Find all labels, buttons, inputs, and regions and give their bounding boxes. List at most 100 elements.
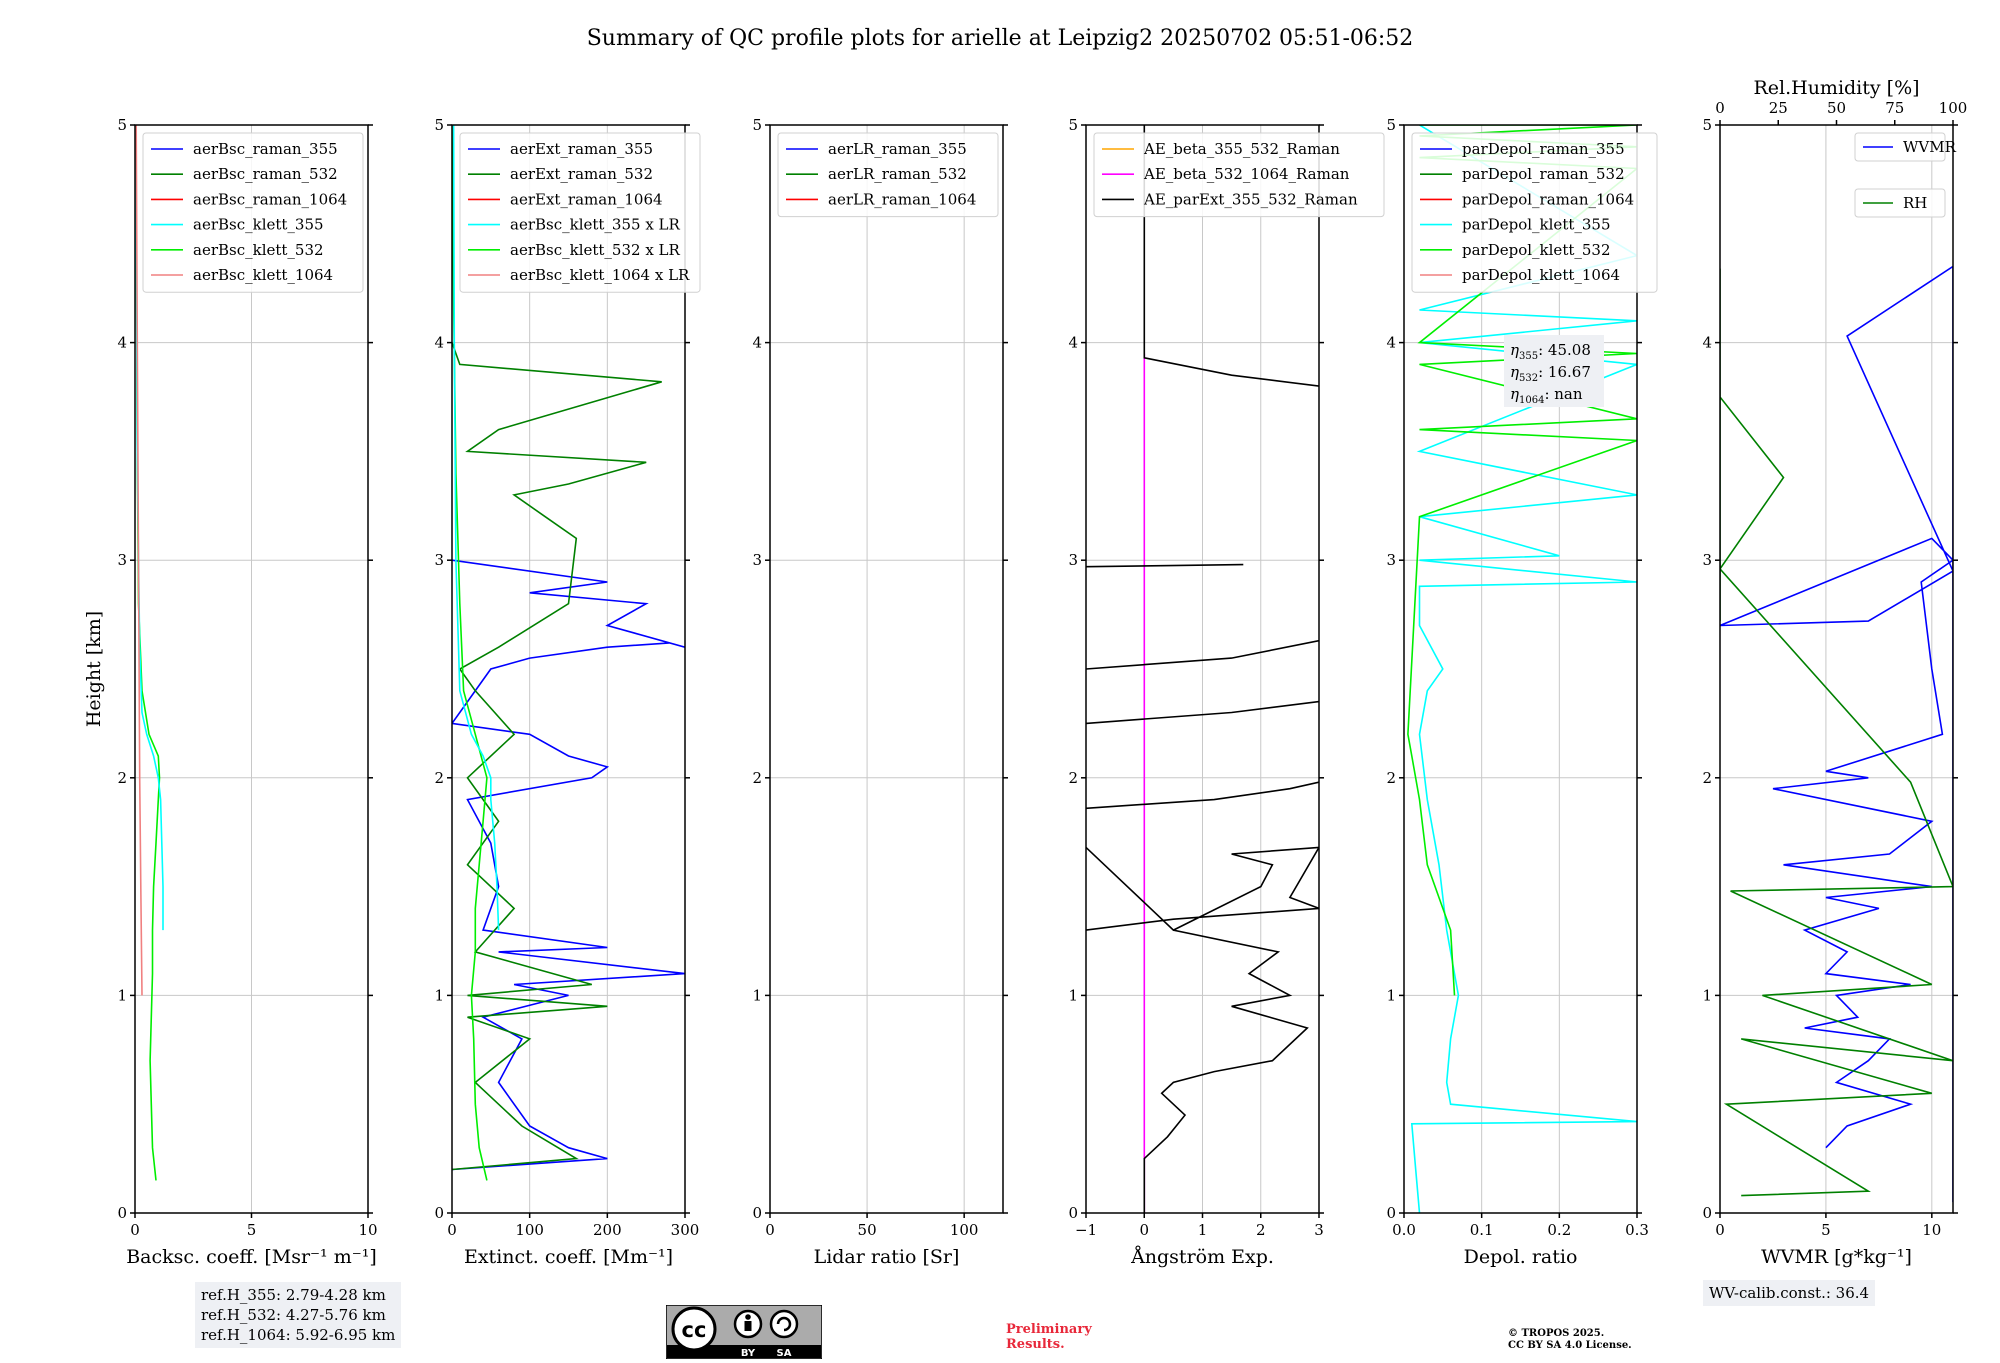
panel-depolarization: 0 1 2 3 4 5 0.0 0.1 0.2 0.3 Depol. ratio parDepol_r… (1386, 116, 1658, 1268)
legend-label: aerBsc_klett_532 (193, 241, 324, 259)
legend-label: AE_beta_532_1064_Raman (1143, 165, 1350, 183)
ref-height-1064: ref.H_1064: 5.92-6.95 km (201, 1326, 396, 1344)
series-aerBsc_klett_532 x LR (452, 125, 488, 1181)
legend-label: parDepol_raman_1064 (1462, 190, 1634, 208)
copyright-line-1: © TROPOS 2025. (1508, 1328, 1605, 1339)
x-tick-label: 5 (1821, 1221, 1831, 1239)
series-group (1720, 265, 1953, 1203)
x-tick-label: 10 (358, 1221, 377, 1239)
y-tick-label: 3 (1702, 551, 1712, 569)
series-AE_parExt_355_532_Raman (1086, 781, 1319, 810)
y-tick-label: 2 (1702, 769, 1712, 787)
y-tick-label: 5 (117, 116, 127, 134)
x-tick-label: 0 (765, 1221, 775, 1239)
x-tick-label: 100 (515, 1221, 544, 1239)
axes-frame (1085, 124, 1320, 1214)
x-tick-label: 0.1 (1470, 1221, 1494, 1239)
legend-box (1411, 132, 1658, 293)
y-tick-label: 3 (1068, 551, 1078, 569)
preliminary-line-1: Preliminary (1006, 1322, 1092, 1337)
x-axis-label: Backsc. coeff. [Msr⁻¹ m⁻¹] (126, 1246, 377, 1268)
x-tick-label: 50 (858, 1221, 877, 1239)
y-tick-label: 2 (434, 769, 444, 787)
x-tick-label: 10 (1922, 1221, 1941, 1239)
x-axis-label: Depol. ratio (1464, 1246, 1578, 1268)
reference-height-box: ref.H_355: 2.79-4.28 km ref.H_532: 4.27-… (195, 1282, 402, 1348)
legend-label: WVMR (1903, 138, 1957, 156)
series-WVMR (1720, 265, 1953, 1203)
y-tick-label: 0 (1068, 1204, 1078, 1222)
y-tick-label: 2 (752, 769, 762, 787)
top-axis-label: Rel.Humidity [%] (1753, 77, 1919, 99)
cc-license-badge[interactable]: cc BY SA (665, 1304, 823, 1360)
y-tick-label: 0 (1702, 1204, 1712, 1222)
y-tick-label: 5 (1702, 116, 1712, 134)
legend-box (1093, 132, 1385, 218)
x-axis-label: Ångström Exp. (1130, 1246, 1274, 1268)
panel-backscatter: 0 1 2 3 4 5 0 5 10 Backsc. coeff. [Msr⁻¹ m⁻¹] Heig… (83, 116, 378, 1268)
panel-extinction: 0 1 2 3 4 5 0 100 200 300 Extinct. coeff. [Mm⁻¹] ae… (434, 116, 701, 1268)
copyright-note: © TROPOS 2025. CC BY SA 4.0 License. (1508, 1328, 1632, 1352)
x-tick-label: 300 (671, 1221, 700, 1239)
y-tick-label: 0 (752, 1204, 762, 1222)
axes-frame (134, 124, 369, 1214)
y-tick-label: 2 (117, 769, 127, 787)
eta-box (1504, 335, 1604, 407)
y-axis-label: Height [km] (83, 611, 105, 727)
series-aerBsc_klett_355 x LR (452, 125, 500, 931)
y-tick-label: 4 (434, 334, 444, 352)
legend-label: parDepol_klett_1064 (1462, 266, 1620, 284)
legend-label: aerLR_raman_1064 (828, 190, 976, 208)
legend-label: aerLR_raman_355 (828, 140, 967, 158)
x-tick-label: 1 (1198, 1221, 1208, 1239)
x-tick-label: −1 (1075, 1221, 1097, 1239)
svg-text:cc: cc (682, 1318, 707, 1342)
preliminary-line-2: Results. (1006, 1337, 1065, 1352)
legend-label: parDepol_raman_532 (1462, 165, 1625, 183)
legend-label: aerBsc_klett_355 (193, 216, 324, 234)
legend-label: aerExt_raman_355 (510, 140, 653, 158)
wv-calibration-box: WV-calib.const.: 36.4 (1703, 1280, 1876, 1306)
y-tick-label: 1 (117, 986, 127, 1004)
series-AE_parExt_355_532_Raman (1143, 125, 1319, 387)
y-tick-label: 4 (1068, 334, 1078, 352)
y-tick-label: 4 (117, 334, 127, 352)
x-tick-label: 0 (447, 1221, 457, 1239)
y-tick-label: 3 (1386, 551, 1396, 569)
eta-label: η1064: nan (1510, 385, 1583, 406)
y-tick-label: 3 (117, 551, 127, 569)
cc-by-sa-icon: cc BY SA (665, 1304, 823, 1360)
series-group (452, 125, 685, 1181)
series-group (1086, 125, 1319, 1213)
y-tick-label: 0 (434, 1204, 444, 1222)
series-aerExt_raman_532 (452, 342, 662, 1171)
preliminary-results-note: Preliminary Results. (1006, 1322, 1092, 1352)
top-x-tick-label: 100 (1939, 99, 1968, 117)
legend-box (777, 132, 999, 218)
legend-label: aerExt_raman_532 (510, 165, 653, 183)
y-tick-label: 0 (1386, 1204, 1396, 1222)
legend-label: parDepol_klett_355 (1462, 216, 1611, 234)
legend-label: parDepol_klett_532 (1462, 241, 1611, 259)
legend-label: AE_beta_355_532_Raman (1143, 140, 1340, 158)
x-tick-label: 0.2 (1547, 1221, 1571, 1239)
legend-label: aerBsc_klett_1064 (193, 266, 333, 284)
y-tick-label: 5 (752, 116, 762, 134)
y-tick-label: 2 (1068, 769, 1078, 787)
ref-height-355: ref.H_355: 2.79-4.28 km (201, 1286, 386, 1304)
x-axis-label: WVMR [g*kg⁻¹] (1761, 1246, 1912, 1268)
series-AE_parExt_355_532_Raman (1086, 563, 1244, 568)
figure-title: Summary of QC profile plots for arielle … (587, 26, 1414, 51)
y-tick-label: 1 (1702, 986, 1712, 1004)
y-tick-label: 1 (1068, 986, 1078, 1004)
legend-label: aerBsc_raman_1064 (193, 190, 347, 208)
legend-label: aerBsc_raman_355 (193, 140, 338, 158)
eta-label: η532: 16.67 (1510, 363, 1591, 384)
copyright-line-2: CC BY SA 4.0 License. (1508, 1340, 1632, 1351)
x-tick-label: 0 (1139, 1221, 1149, 1239)
x-tick-label: 3 (1314, 1221, 1324, 1239)
top-x-tick-label: 75 (1885, 99, 1904, 117)
legend-label: aerBsc_raman_532 (193, 165, 338, 183)
